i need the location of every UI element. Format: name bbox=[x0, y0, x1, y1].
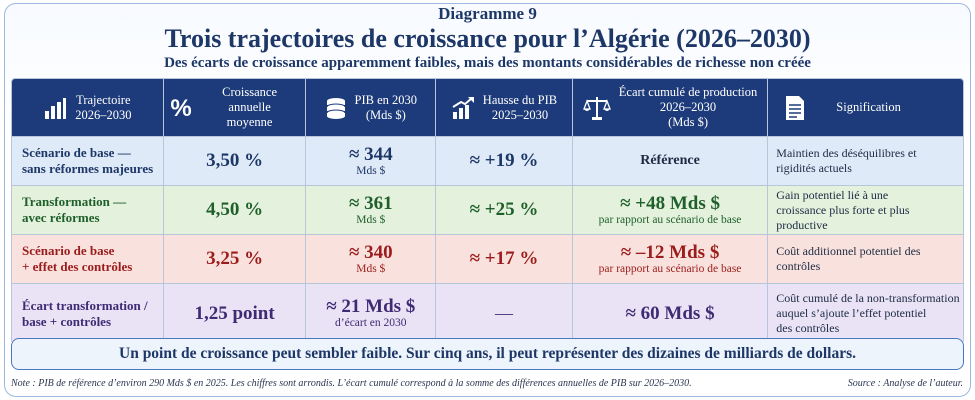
bar-chart-icon bbox=[43, 96, 67, 120]
gdp-increase: ≈ +17 % bbox=[436, 235, 573, 284]
gdp-2030-unit: d’écart en 2030 bbox=[335, 317, 407, 329]
column-header-label: Hausse du PIB 2025–2030 bbox=[482, 92, 558, 122]
gdp-increase: — bbox=[436, 284, 573, 343]
growth-rate: 1,25 point bbox=[163, 284, 307, 343]
table-row-transformation: Transformation — avec réformes 4,50 % ≈ … bbox=[12, 186, 963, 235]
column-header-label: PIB en 2030 (Mds $) bbox=[354, 92, 418, 122]
column-header-trajectory: Trajectoire 2026–2030 bbox=[12, 79, 164, 137]
figure-number: Diagramme 9 bbox=[438, 4, 537, 23]
meaning-text: Coût additionnel potentiel des contrôles bbox=[768, 235, 963, 284]
gdp-2030-value: ≈ 21 Mds $ bbox=[326, 296, 416, 317]
column-header-label: Signification bbox=[836, 100, 901, 114]
cumulative-gap: ≈ –12 Mds $ bbox=[620, 241, 720, 263]
table-row-baseline-controls: Scénario de base + effet des contrôles 3… bbox=[12, 235, 963, 284]
gdp-2030-unit: Mds $ bbox=[356, 164, 386, 177]
column-header-label: Écart cumulé de production 2026–2030 (Md… bbox=[618, 85, 758, 129]
svg-text:%: % bbox=[170, 96, 191, 120]
column-header-growth: % Croissance annuelle moyenne bbox=[163, 79, 307, 137]
cumulative-gap: ≈ +48 Mds $ bbox=[620, 192, 720, 214]
cumulative-gap-cell: ≈ –12 Mds $ par rapport au scénario de b… bbox=[572, 235, 769, 284]
column-header-label: Trajectoire 2026–2030 bbox=[75, 92, 132, 122]
source-note: Source : Analyse de l’auteur. bbox=[847, 378, 963, 389]
gdp-2030-cell: ≈ 21 Mds $ d’écart en 2030 bbox=[306, 284, 437, 343]
gdp-2030-unit: Mds $ bbox=[356, 213, 386, 226]
page-title: Trois trajectoires de croissance pour l’… bbox=[164, 24, 811, 53]
gdp-2030-cell: ≈ 344 Mds $ bbox=[306, 137, 437, 186]
percent-icon: % bbox=[170, 96, 192, 120]
growth-rate: 3,25 % bbox=[163, 235, 307, 284]
scenarios-table: Trajectoire 2026–2030 % Croissance annue… bbox=[11, 78, 964, 344]
gdp-2030-value: ≈ 344 bbox=[348, 143, 393, 165]
gdp-2030-cell: ≈ 361 Mds $ bbox=[306, 186, 437, 235]
scenario-label: Écart transformation / base + contrôles bbox=[12, 284, 164, 343]
scenario-label: Scénario de base + effet des contrôles bbox=[12, 235, 164, 284]
scenario-label: Transformation — avec réformes bbox=[12, 186, 164, 235]
meaning-text: Gain potentiel lié à une croissance plus… bbox=[768, 186, 963, 235]
table-row-gap: Écart transformation / base + contrôles … bbox=[12, 284, 963, 343]
footnote: Note : PIB de référence d’environ 290 Md… bbox=[11, 378, 692, 389]
key-message-callout: Un point de croissance peut sembler faib… bbox=[11, 338, 964, 370]
cumulative-gap: Référence bbox=[572, 137, 769, 186]
gdp-2030-value: ≈ 361 bbox=[348, 192, 393, 214]
meaning-text: Maintien des déséquilibres et rigidités … bbox=[768, 137, 963, 186]
cumulative-gap-cell: ≈ +48 Mds $ par rapport au scénario de b… bbox=[572, 186, 769, 235]
column-header-meaning: Signification bbox=[768, 79, 963, 137]
column-header-label: Croissance annuelle moyenne bbox=[222, 85, 277, 129]
rising-arrow-icon bbox=[451, 96, 475, 120]
meaning-text: Coût cumulé de la non-transformation auq… bbox=[768, 284, 963, 343]
cumulative-gap-note: par rapport au scénario de base bbox=[598, 262, 742, 275]
gdp-increase: ≈ +19 % bbox=[436, 137, 573, 186]
coins-icon bbox=[325, 96, 347, 120]
cumulative-gap-note: par rapport au scénario de base bbox=[598, 213, 742, 226]
column-header-gdp-increase: Hausse du PIB 2025–2030 bbox=[436, 79, 573, 137]
scenario-label: Scénario de base — sans réformes majeure… bbox=[12, 137, 164, 186]
table-row-baseline: Scénario de base — sans réformes majeure… bbox=[12, 137, 963, 186]
page-subtitle: Des écarts de croissance apparemment fai… bbox=[164, 55, 811, 71]
cumulative-gap: ≈ 60 Mds $ bbox=[572, 284, 769, 343]
growth-rate: 3,50 % bbox=[163, 137, 307, 186]
document-icon bbox=[784, 95, 806, 121]
gdp-2030-unit: Mds $ bbox=[356, 262, 386, 275]
growth-rate: 4,50 % bbox=[163, 186, 307, 235]
gdp-increase: ≈ +25 % bbox=[436, 186, 573, 235]
table-header-row: Trajectoire 2026–2030 % Croissance annue… bbox=[12, 79, 963, 137]
column-header-gdp-2030: PIB en 2030 (Mds $) bbox=[306, 79, 437, 137]
column-header-cumulative-gap: Écart cumulé de production 2026–2030 (Md… bbox=[572, 79, 769, 137]
header: Diagramme 9 Trois trajectoires de croiss… bbox=[0, 4, 975, 72]
gdp-2030-value: ≈ 340 bbox=[348, 241, 393, 263]
gdp-2030-cell: ≈ 340 Mds $ bbox=[306, 235, 437, 284]
scale-icon bbox=[582, 95, 611, 121]
